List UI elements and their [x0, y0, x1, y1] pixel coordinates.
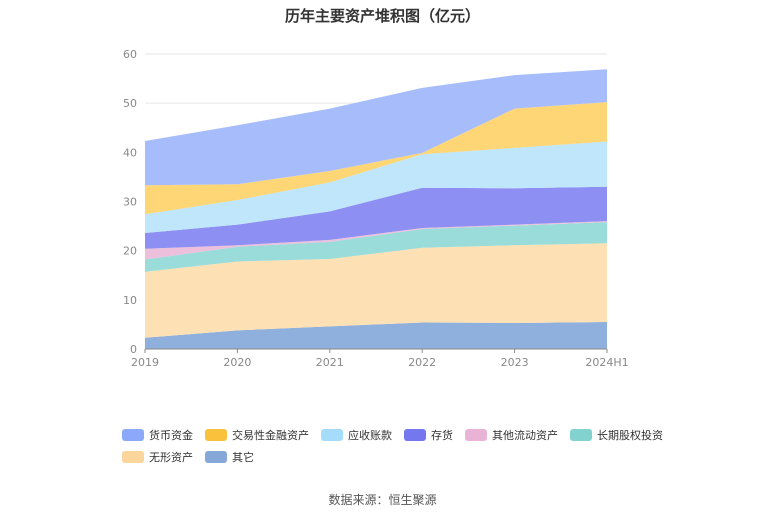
area-交易性金融资产	[145, 102, 607, 215]
legend-item[interactable]: 无形资产	[122, 446, 193, 468]
legend-item[interactable]: 长期股权投资	[570, 424, 663, 446]
area-存货	[145, 186, 607, 249]
area-长期股权投资	[145, 222, 607, 272]
data-source: 数据来源：恒生聚源	[328, 493, 437, 507]
x-tick-label: 2020	[223, 356, 251, 369]
x-tick-label: 2022	[408, 356, 436, 369]
x-tick-label: 2023	[501, 356, 529, 369]
legend-label: 交易性金融资产	[232, 429, 309, 442]
area-series	[145, 69, 607, 349]
legend-label: 长期股权投资	[597, 429, 663, 442]
legend-swatch	[205, 451, 227, 463]
legend-item[interactable]: 应收账款	[321, 424, 392, 446]
y-tick-label: 0	[130, 343, 137, 356]
stacked-area-chart: 0 10 20 30 40 50 60 2019 2020 2021 2022 2023 2024H1	[123, 48, 629, 369]
chart-title: 历年主要资产堆积图（亿元）	[284, 7, 480, 25]
legend-swatch	[122, 429, 144, 441]
legend-item[interactable]: 其他流动资产	[465, 424, 558, 446]
legend-label: 存货	[431, 429, 453, 442]
legend-item[interactable]: 交易性金融资产	[205, 424, 309, 446]
legend-item[interactable]: 存货	[404, 424, 453, 446]
y-tick-label: 30	[123, 196, 137, 209]
y-tick-label: 40	[123, 146, 137, 159]
legend-swatch	[465, 429, 487, 441]
legend-label: 其他流动资产	[492, 429, 558, 442]
x-tick-label: 2024H1	[585, 356, 628, 369]
legend-swatch	[122, 451, 144, 463]
legend-swatch	[321, 429, 343, 441]
legend-swatch	[404, 429, 426, 441]
legend-swatch	[205, 429, 227, 441]
y-tick-label: 10	[123, 294, 137, 307]
y-tick-label: 20	[123, 245, 137, 258]
legend-label: 其它	[232, 451, 254, 464]
x-tick-label: 2019	[131, 356, 159, 369]
x-tick-label: 2021	[316, 356, 344, 369]
area-其它	[145, 321, 607, 349]
legend-label: 无形资产	[149, 451, 193, 464]
legend-item[interactable]: 其它	[205, 446, 254, 468]
legend-swatch	[570, 429, 592, 441]
axes: 0 10 20 30 40 50 60 2019 2020 2021 2022 2023 2024H1	[123, 48, 629, 369]
legend-item[interactable]: 货币资金	[122, 424, 193, 446]
area-应收账款	[145, 141, 607, 233]
legend: 货币资金 交易性金融资产 应收账款 存货 其他流动资产 长期股权投资无形资产 其它	[122, 424, 682, 468]
legend-label: 货币资金	[149, 429, 193, 442]
y-tick-label: 50	[123, 97, 137, 110]
y-tick-label: 60	[123, 48, 137, 61]
legend-label: 应收账款	[348, 429, 392, 442]
area-无形资产	[145, 243, 607, 338]
area-货币资金	[145, 69, 607, 186]
